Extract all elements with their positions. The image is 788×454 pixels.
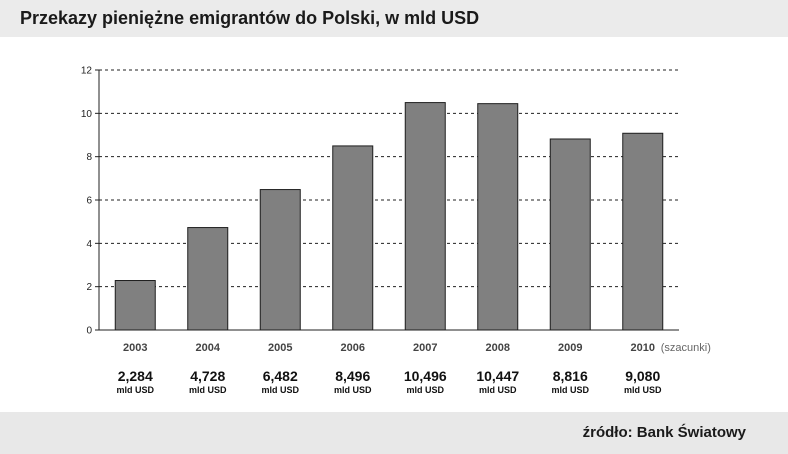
value-unit-label: mld USD [116,385,154,395]
y-tick-label: 8 [86,152,92,163]
value-label: 10,447 [476,368,519,384]
x-tick-label: 2007 [413,342,437,354]
bar [114,280,156,331]
y-tick-label: 2 [86,282,92,293]
x-tick-label: 2009 [558,342,582,354]
x-tick-label: 2004 [196,342,221,354]
value-label: 2,284 [118,368,153,384]
x-tick-label: 2006 [341,342,365,354]
value-unit-label: mld USD [261,385,299,395]
x-tick-note: (szacunki) [661,342,711,354]
footer-bar: źródło: Bank Światowy [0,412,788,454]
y-tick-label: 10 [81,109,93,120]
bar [187,227,229,331]
value-label: 4,728 [190,368,225,384]
value-unit-label: mld USD [551,385,589,395]
value-label: 8,816 [553,368,588,384]
bar [259,189,301,331]
y-tick-label: 12 [81,66,93,77]
x-tick-label: 2005 [268,342,292,354]
source-label: źródło: Bank Światowy [582,424,746,441]
value-label: 6,482 [263,368,298,384]
value-label: 8,496 [335,368,370,384]
chart-title: Przekazy pieniężne emigrantów do Polski,… [20,8,480,28]
bar [404,102,446,331]
value-label: 9,080 [625,368,660,384]
value-unit-label: mld USD [189,385,227,395]
y-tick-label: 0 [86,326,92,337]
title-bar: Przekazy pieniężne emigrantów do Polski,… [0,0,788,37]
x-tick-label: 2003 [123,342,147,354]
value-unit-label: mld USD [334,385,372,395]
y-tick-label: 4 [86,239,92,250]
value-unit-label: mld USD [624,385,662,395]
value-label: 10,496 [404,368,447,384]
value-unit-label: mld USD [479,385,517,395]
bar [477,103,519,331]
x-tick-label: 2008 [486,342,510,354]
y-tick-label: 6 [86,196,92,207]
value-unit-label: mld USD [406,385,444,395]
bar [622,132,664,331]
x-tick-label: 2010 [631,342,655,354]
bar [332,145,374,331]
bar [549,138,591,331]
